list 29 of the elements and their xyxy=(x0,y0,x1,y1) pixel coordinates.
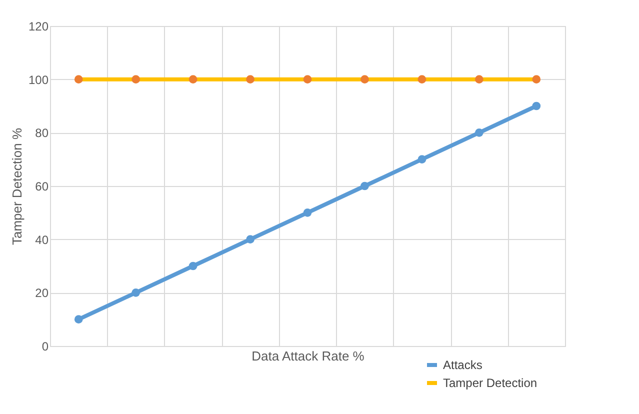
y-tick-label: 80 xyxy=(35,126,49,140)
point xyxy=(188,75,198,84)
y-axis-title: Tamper Detection % xyxy=(9,128,24,246)
point xyxy=(532,102,541,110)
y-tick-label: 20 xyxy=(35,286,49,300)
point xyxy=(74,315,83,324)
y-tick-label: 100 xyxy=(28,72,49,87)
point xyxy=(532,75,541,84)
point xyxy=(474,128,484,137)
point xyxy=(246,235,254,244)
point xyxy=(418,75,426,84)
point xyxy=(303,75,312,84)
x-axis-title: Data Attack Rate % xyxy=(252,348,365,364)
point xyxy=(418,155,426,164)
point xyxy=(360,182,369,190)
point xyxy=(246,75,254,84)
y-tick-label: 40 xyxy=(35,232,49,247)
point xyxy=(132,288,140,297)
y-tick-label: 0 xyxy=(42,340,49,354)
y-tick-label: 120 xyxy=(28,20,49,34)
y-tick-label: 60 xyxy=(35,180,49,194)
point xyxy=(303,208,312,217)
point xyxy=(132,75,140,84)
point xyxy=(74,75,83,84)
point xyxy=(474,75,484,84)
point xyxy=(188,262,198,270)
legend-label: Attacks xyxy=(443,358,482,372)
legend-label: Tamper Detection xyxy=(443,376,538,390)
point xyxy=(360,75,369,84)
